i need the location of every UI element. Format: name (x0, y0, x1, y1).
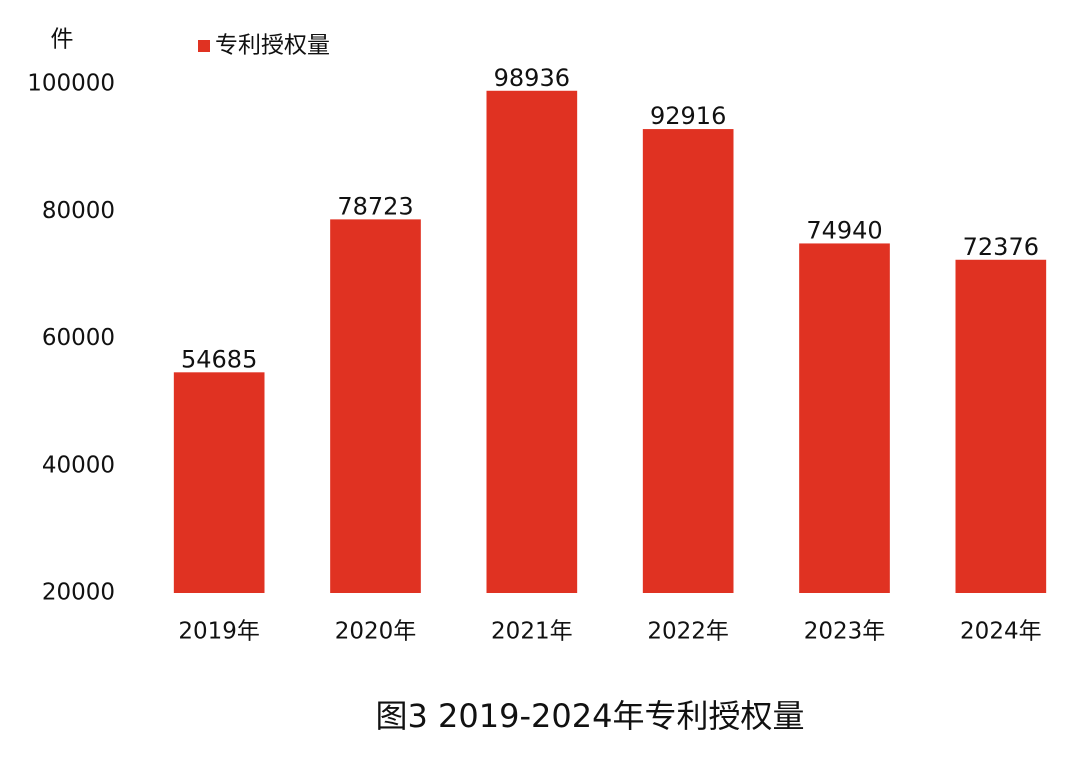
bar (642, 129, 734, 593)
legend-label: 专利授权量 (215, 33, 330, 59)
bar (330, 219, 421, 593)
chart-title: 图3 2019-2024年专利授权量 (376, 697, 805, 735)
data-label: 72376 (963, 233, 1039, 261)
y-tick-label: 20000 (42, 580, 115, 606)
x-tick-label: 2020年 (335, 619, 417, 645)
bar (955, 259, 1047, 593)
y-axis-label: 件 (51, 27, 74, 53)
bar (486, 90, 578, 593)
data-label: 54685 (181, 345, 257, 373)
data-label: 92916 (650, 102, 726, 130)
y-tick-label: 80000 (42, 198, 115, 224)
y-tick-label: 40000 (42, 452, 115, 478)
bar (173, 372, 265, 593)
x-tick-label: 2019年 (178, 619, 260, 645)
data-label: 98936 (494, 64, 570, 92)
data-label: 74940 (806, 216, 882, 244)
y-tick-label: 60000 (42, 325, 115, 351)
x-tick-label: 2021年 (491, 619, 573, 645)
legend-swatch (198, 40, 210, 52)
x-tick-label: 2022年 (647, 619, 729, 645)
bar (799, 243, 890, 593)
data-label: 78723 (337, 192, 413, 220)
x-tick-label: 2023年 (804, 619, 886, 645)
x-tick-label: 2024年 (960, 619, 1042, 645)
y-tick-label: 100000 (27, 71, 115, 97)
